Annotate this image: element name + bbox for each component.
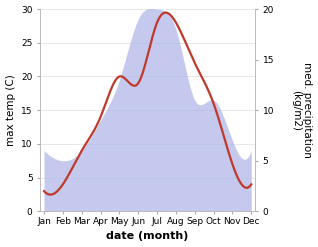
X-axis label: date (month): date (month) xyxy=(107,231,189,242)
Y-axis label: med. precipitation
(kg/m2): med. precipitation (kg/m2) xyxy=(291,62,313,158)
Y-axis label: max temp (C): max temp (C) xyxy=(5,74,16,146)
